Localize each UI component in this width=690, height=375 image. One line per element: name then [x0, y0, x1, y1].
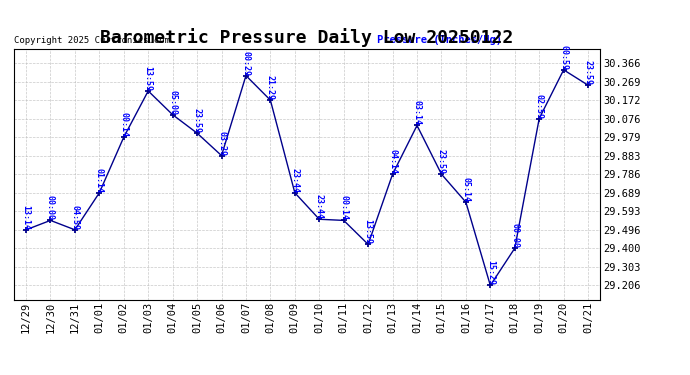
- Text: 15:29: 15:29: [486, 260, 495, 285]
- Text: 03:29: 03:29: [217, 130, 226, 156]
- Text: 03:14: 03:14: [413, 100, 422, 126]
- Text: 00:14: 00:14: [119, 112, 128, 137]
- Text: 23:44: 23:44: [315, 194, 324, 219]
- Text: 01:14: 01:14: [95, 168, 103, 193]
- Text: 00:00: 00:00: [511, 223, 520, 248]
- Text: 23:44: 23:44: [290, 168, 299, 193]
- Text: Pressure (Inches/Hg): Pressure (Inches/Hg): [377, 35, 502, 45]
- Text: 13:59: 13:59: [144, 66, 152, 91]
- Text: 23:59: 23:59: [193, 108, 201, 133]
- Text: 13:59: 13:59: [364, 219, 373, 245]
- Text: 05:00: 05:00: [168, 90, 177, 115]
- Text: 02:59: 02:59: [535, 94, 544, 118]
- Text: 23:59: 23:59: [584, 60, 593, 85]
- Text: 00:14: 00:14: [339, 195, 348, 220]
- Text: 00:29: 00:29: [241, 51, 250, 76]
- Text: 21:29: 21:29: [266, 75, 275, 100]
- Text: 04:59: 04:59: [70, 205, 79, 230]
- Text: 13:14: 13:14: [21, 205, 30, 230]
- Text: 04:14: 04:14: [388, 149, 397, 174]
- Text: 05:14: 05:14: [462, 177, 471, 202]
- Text: 23:59: 23:59: [437, 149, 446, 174]
- Text: 00:00: 00:00: [46, 195, 55, 220]
- Title: Barometric Pressure Daily Low 20250122: Barometric Pressure Daily Low 20250122: [101, 28, 513, 47]
- Text: 00:59: 00:59: [559, 45, 568, 70]
- Text: Copyright 2025 Curtronics.com: Copyright 2025 Curtronics.com: [14, 36, 170, 45]
